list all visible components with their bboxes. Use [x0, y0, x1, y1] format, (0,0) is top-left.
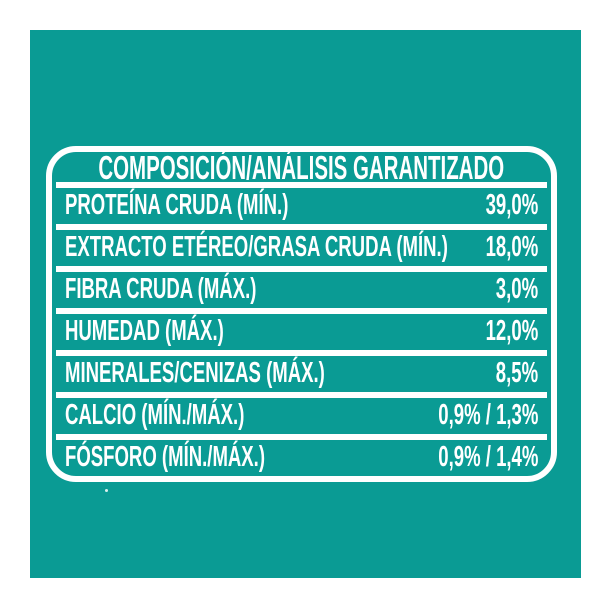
table-row: CALCIO (MÍN./MÁX.) 0,9% / 1,3%: [52, 398, 551, 434]
table-header: COMPOSICIÓN/ANÁLISIS GARANTIZADO: [52, 148, 551, 186]
row-value: 12,0%: [485, 314, 538, 347]
row-label: HUMEDAD (MÁX.): [65, 314, 224, 347]
row-divider: [56, 266, 547, 272]
row-value: 18,0%: [485, 230, 538, 263]
table-row: EXTRACTO ETÉREO/GRASA CRUDA (MÍN.) 18,0%: [52, 230, 551, 266]
row-value: 3,0%: [495, 272, 538, 305]
row-divider: [56, 434, 547, 440]
row-label: CALCIO (MÍN./MÁX.): [65, 398, 245, 431]
table-row: HUMEDAD (MÁX.) 12,0%: [52, 314, 551, 350]
table-row: MINERALES/CENIZAS (MÁX.) 8,5%: [52, 356, 551, 392]
table-row: FÓSFORO (MÍN./MÁX.) 0,9% / 1,4%: [52, 440, 551, 476]
guaranteed-analysis-table: COMPOSICIÓN/ANÁLISIS GARANTIZADO PROTEÍN…: [46, 146, 557, 482]
row-divider: [56, 224, 547, 230]
table-title: COMPOSICIÓN/ANÁLISIS GARANTIZADO: [98, 148, 505, 186]
row-label: FIBRA CRUDA (MÁX.): [65, 272, 257, 305]
row-value: 39,0%: [485, 188, 538, 221]
row-value: 0,9% / 1,4%: [437, 440, 538, 473]
row-divider: [56, 350, 547, 356]
row-value: 8,5%: [495, 356, 538, 389]
row-divider: [56, 308, 547, 314]
speck-dot: [105, 489, 108, 492]
row-label: MINERALES/CENIZAS (MÁX.): [65, 356, 325, 389]
row-value: 0,9% / 1,3%: [437, 398, 538, 431]
row-divider: [56, 182, 547, 188]
row-label: PROTEÍNA CRUDA (MÍN.): [65, 188, 289, 221]
table-row: FIBRA CRUDA (MÁX.) 3,0%: [52, 272, 551, 308]
table-row: PROTEÍNA CRUDA (MÍN.) 39,0%: [52, 188, 551, 224]
row-label: FÓSFORO (MÍN./MÁX.): [65, 440, 266, 473]
row-divider: [56, 392, 547, 398]
row-label: EXTRACTO ETÉREO/GRASA CRUDA (MÍN.): [65, 230, 448, 263]
teal-label-panel: COMPOSICIÓN/ANÁLISIS GARANTIZADO PROTEÍN…: [30, 30, 581, 578]
